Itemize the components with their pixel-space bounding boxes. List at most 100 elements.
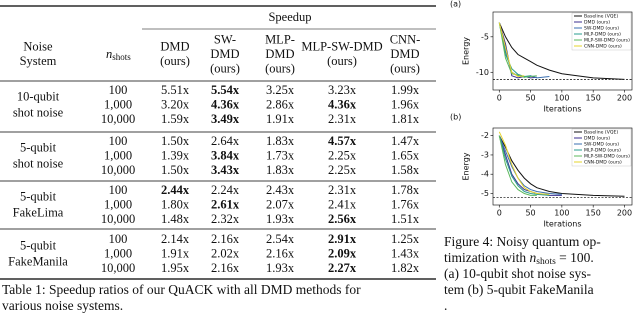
spanner: Speedup <box>268 10 311 24</box>
caption-part: timization with <box>444 250 530 265</box>
x-axis-label: Iterations <box>543 105 581 114</box>
shots-cell: 100 <box>109 134 128 148</box>
system-label: shot noise <box>13 156 64 170</box>
speedup-cell: 1.80x <box>161 197 190 211</box>
system-label: FakeLima <box>13 205 64 219</box>
speedup-cell: 2.31x <box>328 183 357 197</box>
shots-cell: 10,000 <box>101 212 135 226</box>
speedup-cell: 1.59x <box>161 112 190 126</box>
figure-caption: (a) 10-qubit shot noise sys- <box>444 266 591 281</box>
speedup-cell: 2.25x <box>328 148 357 162</box>
speedup-cell: 1.83x <box>266 163 295 177</box>
caption-part: n <box>530 250 537 265</box>
column-header: Noise <box>23 40 53 54</box>
speedup-cell: 1.93x <box>266 212 295 226</box>
y-tick-label: -3 <box>481 150 489 159</box>
speedup-cell: 2.32x <box>211 212 240 226</box>
speedup-cell: 2.24x <box>211 183 240 197</box>
series-line <box>498 22 531 78</box>
speedup-cell: 3.20x <box>161 97 190 111</box>
column-header: DMD <box>390 47 419 61</box>
column-header: DMD <box>265 47 294 61</box>
speedup-cell: 2.43x <box>266 183 295 197</box>
axes-frame <box>492 127 633 206</box>
column-header: (ours) <box>160 54 190 68</box>
legend-label: CNN-DMD (ours) <box>584 44 622 50</box>
caption-part: (a) 10-qubit shot noise sys- <box>444 266 591 281</box>
y-tick-label: -5 <box>481 189 489 198</box>
speedup-cell: 2.54x <box>266 232 295 246</box>
series-line <box>498 135 562 196</box>
column-header: DMD <box>160 40 189 54</box>
legend-label: MLP-DMD (ours) <box>584 32 621 38</box>
series-line <box>498 135 537 196</box>
series-line <box>498 135 550 196</box>
column-header: MLP-SW-DMD <box>301 40 382 54</box>
series-line <box>498 22 525 78</box>
system-label: 10-qubit <box>17 89 60 103</box>
speedup-cell: 1.96x <box>391 97 420 111</box>
column-header: MLP- <box>265 32 295 46</box>
panel-label: (b) <box>450 113 461 122</box>
column-header: System <box>20 54 57 68</box>
speedup-cell: 4.36x <box>211 97 240 111</box>
caption-part: Figure 4: Noisy quantum op- <box>444 234 601 249</box>
shots-cell: 1,000 <box>104 246 132 260</box>
speedup-cell: 1.82x <box>391 261 420 275</box>
y-tick-label: -4 <box>481 170 489 179</box>
system-label: 5-qubit <box>20 140 57 154</box>
series-line <box>498 131 550 195</box>
speedup-cell: 1.51x <box>391 212 420 226</box>
legend-label: MLP-SW-DMD (ours) <box>584 154 630 160</box>
speedup-cell: 1.50x <box>161 163 190 177</box>
speedup-cell: 1.58x <box>391 163 420 177</box>
series-line <box>498 22 537 78</box>
shots-cell: 1,000 <box>104 97 132 111</box>
speedup-cell: 5.54x <box>211 83 240 97</box>
table-caption: various noise systems. <box>2 298 123 313</box>
speedup-cell: 1.93x <box>266 261 295 275</box>
speedup-cell: 3.49x <box>211 112 240 126</box>
x-tick-label: 200 <box>617 94 632 103</box>
shots-cell: 1,000 <box>104 197 132 211</box>
shots-cell: 10,000 <box>101 163 135 177</box>
speedup-cell: 2.86x <box>266 97 295 111</box>
x-tick-label: 150 <box>586 209 601 218</box>
speedup-cell: 1.65x <box>391 148 420 162</box>
series-line <box>498 22 625 80</box>
column-header: SW- <box>214 32 236 46</box>
x-tick-label: 0 <box>497 94 502 103</box>
speedup-cell: 1.83x <box>266 134 295 148</box>
speedup-cell: 1.81x <box>391 112 420 126</box>
legend-label: MLP-SW-DMD (ours) <box>584 38 630 44</box>
y-axis-label: Energy <box>462 37 471 65</box>
speedup-cell: 2.16x <box>266 246 295 260</box>
speedup-cell: 2.16x <box>211 261 240 275</box>
column-header: nshots <box>106 47 131 62</box>
legend-label: SW-DMD (ours) <box>584 26 619 32</box>
caption-part: . <box>444 298 447 313</box>
speedup-cell: 1.73x <box>266 148 295 162</box>
caption-part: tem (b) 5-qubit FakeManila <box>444 282 594 297</box>
column-header: DMD <box>210 47 239 61</box>
shots-cell: 100 <box>109 232 128 246</box>
speedup-cell: 2.02x <box>211 246 240 260</box>
system-label: 5-qubit <box>20 189 57 203</box>
speedup-cell: 1.47x <box>391 134 420 148</box>
figure-caption: tem (b) 5-qubit FakeManila <box>444 282 594 297</box>
speedup-cell: 2.14x <box>161 232 190 246</box>
shots-cell: 10,000 <box>101 261 135 275</box>
legend-label: DMD (ours) <box>584 136 610 142</box>
y-tick-label: -10 <box>476 68 489 77</box>
speedup-cell: 1.99x <box>391 83 420 97</box>
speedup-cell: 2.56x <box>328 212 357 226</box>
speedup-cell: 3.84x <box>211 148 240 162</box>
speedup-cell: 1.76x <box>391 197 420 211</box>
y-axis-label: Energy <box>462 152 471 180</box>
speedup-cell: 2.91x <box>328 232 357 246</box>
y-tick-label: -5 <box>481 32 489 41</box>
x-axis-label: Iterations <box>543 220 581 229</box>
shots-cell: 1,000 <box>104 148 132 162</box>
speedup-cell: 2.64x <box>211 134 240 148</box>
